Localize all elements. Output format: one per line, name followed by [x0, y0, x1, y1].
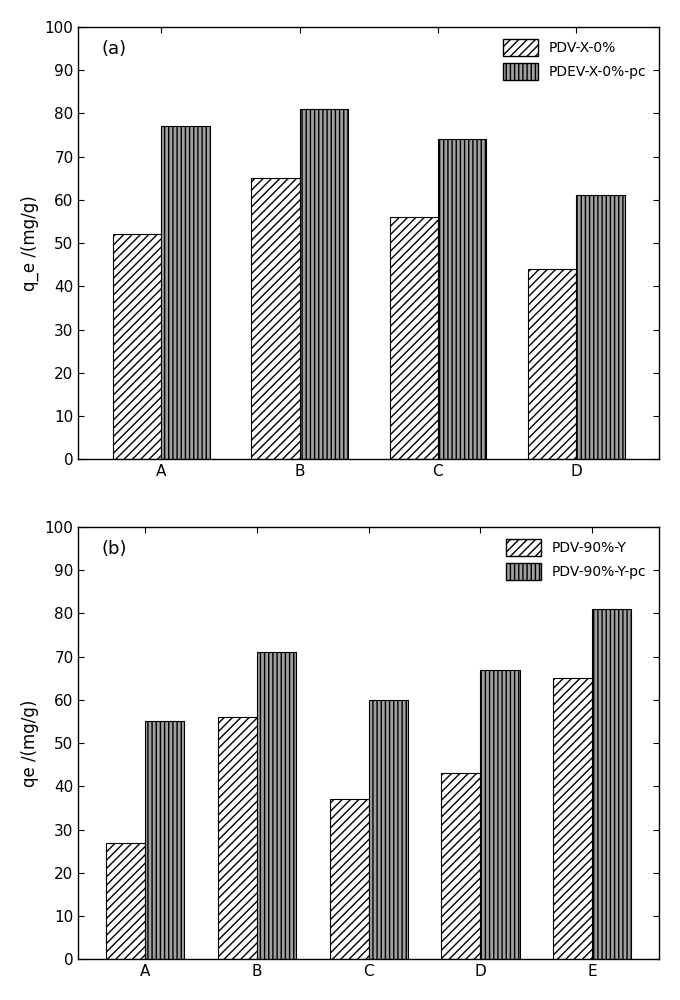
- Bar: [576, 195, 625, 459]
- Bar: [528, 269, 576, 459]
- Y-axis label: q_e /(mg/g): q_e /(mg/g): [21, 195, 39, 291]
- Legend: PDV-90%-Y, PDV-90%-Y-pc: PDV-90%-Y, PDV-90%-Y-pc: [500, 534, 652, 586]
- Legend: PDV-X-0%, PDEV-X-0%-pc: PDV-X-0%, PDEV-X-0%-pc: [498, 34, 652, 86]
- Bar: [481, 670, 520, 959]
- Bar: [218, 717, 257, 959]
- Bar: [300, 109, 348, 459]
- Bar: [441, 773, 481, 959]
- Bar: [257, 652, 296, 959]
- Bar: [438, 139, 486, 459]
- Bar: [106, 843, 146, 959]
- Text: (a): (a): [101, 40, 126, 58]
- Bar: [369, 700, 408, 959]
- Bar: [113, 234, 161, 459]
- Bar: [553, 678, 592, 959]
- Bar: [592, 609, 631, 959]
- Y-axis label: qe /(mg/g): qe /(mg/g): [21, 699, 39, 787]
- Bar: [390, 217, 438, 459]
- Text: (b): (b): [101, 540, 127, 558]
- Bar: [330, 799, 369, 959]
- Bar: [161, 126, 209, 459]
- Bar: [146, 721, 184, 959]
- Bar: [251, 178, 300, 459]
